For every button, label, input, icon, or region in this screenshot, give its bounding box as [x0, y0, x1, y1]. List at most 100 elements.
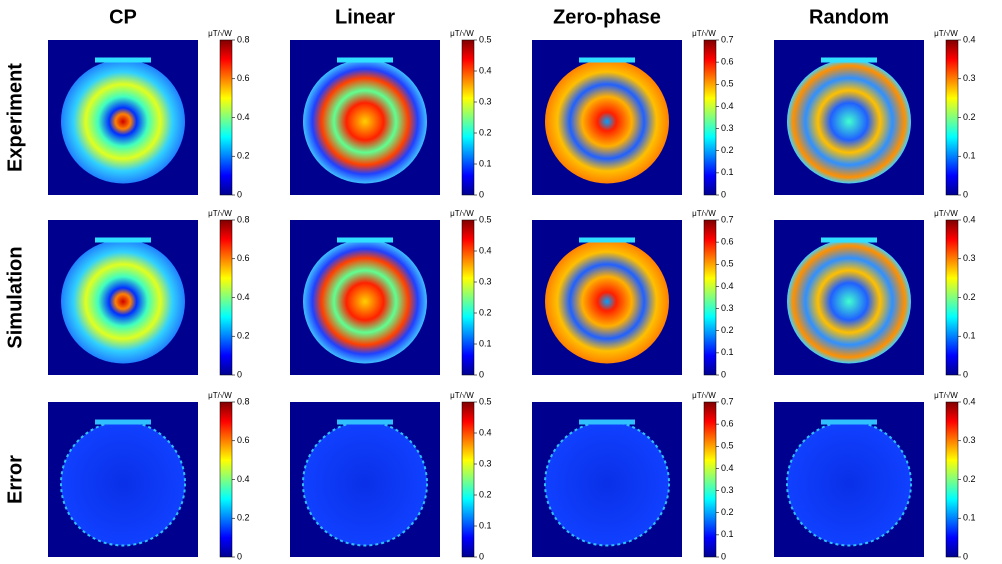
colorbar	[703, 401, 717, 558]
colorbar	[461, 39, 475, 196]
colorbar-tick-label: 0.2	[479, 307, 492, 317]
colorbar-tick-label: 0.1	[721, 167, 734, 177]
colorbar-label: μT/√W	[692, 29, 716, 38]
heatmap-field	[786, 420, 912, 547]
colorbar-tick-label: 0.3	[963, 253, 976, 263]
heatmap-top-edge	[95, 57, 151, 63]
colorbar-tick-label: 0.6	[237, 253, 250, 263]
colorbar-tick-label: 0.4	[721, 463, 734, 473]
colorbar-tick-label: 0.1	[479, 520, 492, 530]
colorbar-tick-label: 0.2	[237, 331, 250, 341]
colorbar-tick-label: 0.4	[479, 65, 492, 75]
colorbar-tick-label: 0.5	[479, 34, 492, 44]
colorbar-tick-label: 0.3	[963, 435, 976, 445]
colorbar-label: μT/√W	[208, 209, 232, 218]
colorbar-tick-label: 0	[479, 189, 484, 199]
column-title: Linear	[335, 6, 395, 28]
colorbar-tick-label: 0.4	[237, 474, 250, 484]
heatmap-field	[545, 239, 669, 364]
colorbar	[219, 401, 233, 558]
colorbar-tick-label: 0.2	[963, 112, 976, 122]
colorbar-tick-label: 0.5	[721, 259, 734, 269]
heatmap-top-edge	[337, 57, 393, 63]
heatmap-field	[60, 420, 186, 547]
colorbar-tick-label: 0	[963, 551, 968, 561]
colorbar-tick-label: 0.2	[237, 151, 250, 161]
colorbar-tick-label: 0.4	[721, 101, 734, 111]
colorbar-tick-label: 0.4	[479, 427, 492, 437]
colorbar-tick-label: 0.4	[963, 34, 976, 44]
colorbar-tick-label: 0.5	[721, 441, 734, 451]
colorbar-tick-label: 0.3	[479, 458, 492, 468]
heatmap-field	[61, 59, 185, 184]
colorbar-tick-label: 0.8	[237, 396, 250, 406]
heatmap-top-edge	[821, 57, 877, 63]
colorbar-tick-label: 0.7	[721, 34, 734, 44]
colorbar	[219, 39, 233, 196]
colorbar-tick-label: 0.6	[721, 419, 734, 429]
colorbar-tick-label: 0.8	[237, 214, 250, 224]
colorbar-tick-label: 0.1	[963, 151, 976, 161]
colorbar-tick-label: 0.3	[479, 276, 492, 286]
colorbar-tick-label: 0.2	[721, 145, 734, 155]
colorbar	[703, 39, 717, 196]
colorbar-tick-label: 0.2	[237, 513, 250, 523]
colorbar-tick-label: 0.2	[963, 474, 976, 484]
colorbar-tick-label: 0	[479, 369, 484, 379]
colorbar	[945, 401, 959, 558]
heatmap-field	[303, 239, 427, 364]
colorbar-tick-label: 0	[237, 369, 242, 379]
column-title: Random	[809, 6, 889, 28]
colorbar-label: μT/√W	[692, 391, 716, 400]
colorbar-tick-label: 0.2	[963, 292, 976, 302]
colorbar-tick-label: 0	[237, 551, 242, 561]
colorbar-tick-label: 0.2	[479, 489, 492, 499]
colorbar-tick-label: 0	[479, 551, 484, 561]
heatmap-field	[787, 59, 911, 184]
colorbar	[945, 219, 959, 376]
row-label: Error	[4, 455, 26, 504]
colorbar-tick-label: 0.4	[963, 396, 976, 406]
colorbar	[945, 39, 959, 196]
heatmap-top-edge	[821, 237, 877, 243]
colorbar-tick-label: 0.5	[721, 79, 734, 89]
colorbar-label: μT/√W	[934, 391, 958, 400]
colorbar-tick-label: 0.6	[721, 237, 734, 247]
colorbar-tick-label: 0.5	[479, 214, 492, 224]
colorbar	[461, 401, 475, 558]
heatmap-field	[544, 420, 670, 547]
row-label: Simulation	[4, 246, 26, 348]
colorbar	[703, 219, 717, 376]
colorbar-label: μT/√W	[450, 391, 474, 400]
colorbar-label: μT/√W	[934, 209, 958, 218]
colorbar-tick-label: 0.3	[479, 96, 492, 106]
heatmap-top-edge	[95, 419, 151, 425]
colorbar-tick-label: 0.2	[721, 507, 734, 517]
colorbar	[461, 219, 475, 376]
heatmap-top-edge	[579, 57, 635, 63]
colorbar-label: μT/√W	[692, 209, 716, 218]
colorbar-tick-label: 0	[963, 369, 968, 379]
heatmap-field	[303, 59, 427, 184]
heatmap-top-edge	[579, 237, 635, 243]
colorbar-tick-label: 0.4	[237, 112, 250, 122]
colorbar-tick-label: 0.6	[237, 435, 250, 445]
colorbar-tick-label: 0	[963, 189, 968, 199]
heatmap-top-edge	[821, 419, 877, 425]
heatmap-top-edge	[579, 419, 635, 425]
colorbar-tick-label: 0.7	[721, 214, 734, 224]
colorbar-tick-label: 0.1	[963, 331, 976, 341]
colorbar-tick-label: 0.3	[721, 303, 734, 313]
colorbar-tick-label: 0.2	[721, 325, 734, 335]
column-title: Zero-phase	[553, 6, 661, 28]
colorbar-tick-label: 0.4	[963, 214, 976, 224]
colorbar-tick-label: 0.8	[237, 34, 250, 44]
colorbar-tick-label: 0.4	[479, 245, 492, 255]
heatmap-top-edge	[95, 237, 151, 243]
colorbar-tick-label: 0.7	[721, 396, 734, 406]
column-title: CP	[109, 6, 137, 28]
colorbar-tick-label: 0.5	[479, 396, 492, 406]
heatmap-field	[545, 59, 669, 184]
colorbar-tick-label: 0.1	[721, 347, 734, 357]
